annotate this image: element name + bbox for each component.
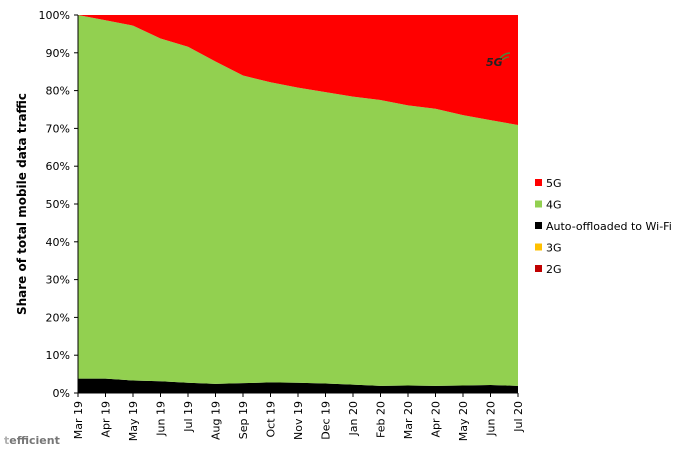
x-tick-label: May 20 xyxy=(457,401,470,441)
legend: 5G 4G Auto-offloaded to Wi-Fi 3G 2G xyxy=(535,177,672,276)
legend-label-3g: 3G xyxy=(546,242,562,255)
x-tick-label: Apr 19 xyxy=(100,401,113,438)
y-tick-label: 50% xyxy=(46,198,70,211)
legend-label-4g: 4G xyxy=(546,199,562,212)
legend-label-2g: 2G xyxy=(546,263,562,276)
series-area-auto-offloaded-to-wi-fi xyxy=(78,378,518,393)
y-tick-label: 0% xyxy=(53,387,70,400)
brand-logo: tefficient xyxy=(4,434,60,447)
5g-annotation-text: 5G xyxy=(486,56,503,69)
x-tick-label: Jan 20 xyxy=(347,401,360,436)
5g-annotation: 5G xyxy=(486,52,511,69)
5g-signal-icon xyxy=(499,52,511,59)
y-tick-label: 30% xyxy=(46,274,70,287)
legend-swatch-2g xyxy=(535,265,542,272)
x-tick-label: Feb 20 xyxy=(375,401,388,438)
x-tick-label: Sep 19 xyxy=(237,401,250,439)
y-tick-label: 80% xyxy=(46,85,70,98)
x-tick-label: Dec 19 xyxy=(320,401,333,440)
brand-logo-rest: efficient xyxy=(9,434,60,447)
y-tick-label: 40% xyxy=(46,236,70,249)
x-tick-label: Jun 19 xyxy=(155,401,168,437)
x-tick-label: Jun 20 xyxy=(485,401,498,437)
legend-swatch-3g xyxy=(535,243,542,251)
x-tick-label: Mar 19 xyxy=(72,401,85,439)
brand-logo-first: t xyxy=(4,434,9,447)
x-tick-label: Oct 19 xyxy=(265,401,278,438)
legend-swatch-auto-offloaded-to-wi-fi xyxy=(535,222,542,229)
y-tick-label: 90% xyxy=(46,47,70,60)
series-area-4g xyxy=(78,15,518,386)
5g-signal-icon-arc xyxy=(501,56,510,61)
x-tick-label: Jul 20 xyxy=(512,401,525,433)
legend-swatch-5g xyxy=(535,179,542,186)
y-axis-label: Share of total mobile data traffic xyxy=(15,93,29,315)
x-tick-label: Jul 19 xyxy=(182,401,195,433)
x-tick-label: Aug 19 xyxy=(210,401,223,440)
y-tick-label: 20% xyxy=(46,311,70,324)
y-tick-label: 60% xyxy=(46,160,70,173)
x-ticks: Mar 19 Apr 19 May 19 Jun 19 Jul 19 Aug 19 Sep … xyxy=(72,393,525,441)
x-tick-label: Nov 19 xyxy=(292,401,305,440)
legend-label-5g: 5G xyxy=(546,177,562,190)
plot-area xyxy=(78,15,518,393)
x-tick-label: May 19 xyxy=(127,401,140,441)
y-tick-label: 10% xyxy=(46,349,70,362)
y-ticks: 0% 10% 20% 30% 40% 50% 60% 70% 80% 90% 100% xyxy=(39,9,78,400)
series-area-5g xyxy=(78,15,518,125)
x-tick-label: Apr 20 xyxy=(430,401,443,438)
x-tick-label: Mar 20 xyxy=(402,401,415,439)
legend-label-auto-offloaded-to-wi-fi: Auto-offloaded to Wi-Fi xyxy=(546,220,672,233)
brand-logo-text: tefficient xyxy=(4,434,60,447)
legend-swatch-4g xyxy=(535,200,542,208)
y-tick-label: 70% xyxy=(46,122,70,135)
y-tick-label: 100% xyxy=(39,9,70,22)
